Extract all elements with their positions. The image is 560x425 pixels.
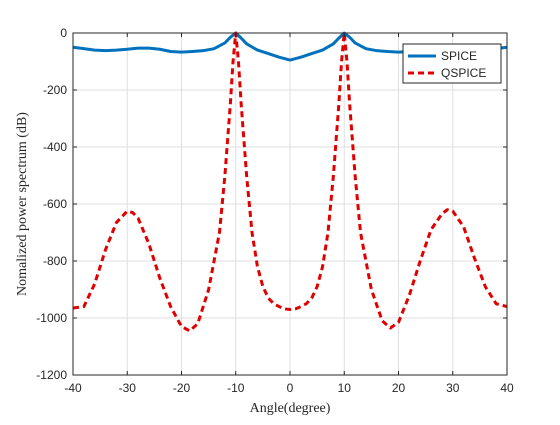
x-axis-title: Angle(degree) (250, 401, 331, 416)
legend-box (402, 43, 502, 84)
series-line-qspice (73, 31, 507, 333)
x-tick-label: -10 (227, 381, 245, 395)
y-tick-label: -1000 (36, 311, 67, 325)
y-axis-title: Nomalized power spectrum (dB) (15, 112, 30, 296)
ticks: -40 -30 -20 -10 0 10 20 30 40 0 -200 -400 -600 -800 -1… (36, 26, 514, 395)
legend: SPICE QSPICE (402, 43, 502, 84)
y-tick-label: -1200 (36, 368, 67, 382)
x-tick-label: 30 (446, 381, 460, 395)
x-tick-label: 0 (287, 381, 294, 395)
legend-label-qspice: QSPICE (441, 66, 486, 80)
y-tick-label: 0 (60, 26, 67, 40)
x-tick-label: 10 (338, 381, 352, 395)
y-tick-label: -800 (43, 254, 67, 268)
x-tick-label: 20 (392, 381, 406, 395)
x-tick-label: 40 (500, 381, 514, 395)
legend-label-spice: SPICE (441, 49, 477, 63)
y-tick-label: -200 (43, 83, 67, 97)
x-tick-label: -40 (64, 381, 82, 395)
y-tick-label: -400 (43, 140, 67, 154)
x-tick-label: -20 (173, 381, 191, 395)
x-tick-label: -30 (119, 381, 137, 395)
y-tick-label: -600 (43, 197, 67, 211)
